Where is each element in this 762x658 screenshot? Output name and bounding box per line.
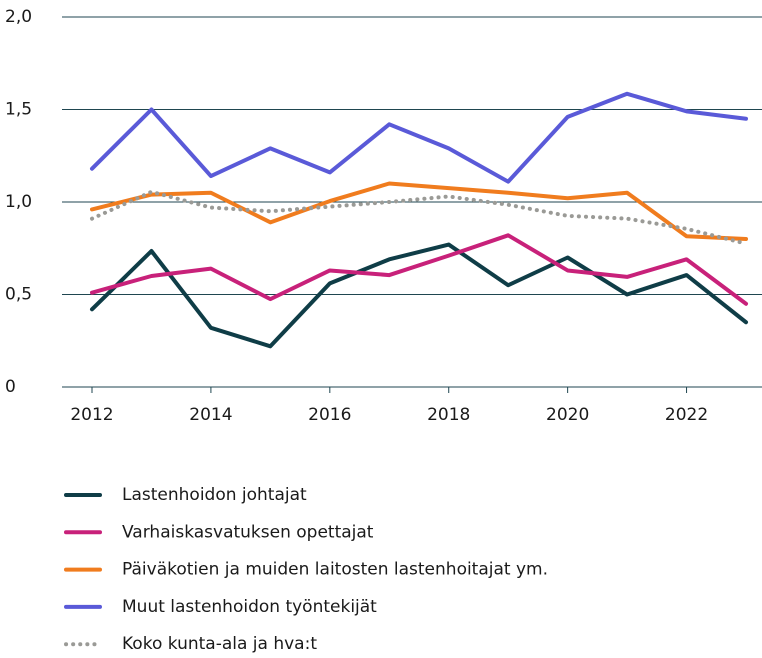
series-line	[90, 233, 748, 306]
legend-label: Varhaiskasvatuksen opettajat	[122, 522, 374, 542]
x-tick-label: 2012	[70, 405, 113, 425]
series-line	[90, 242, 748, 349]
series-line	[90, 91, 748, 184]
y-tick-label: 1,0	[5, 192, 32, 212]
series-line	[90, 181, 748, 241]
x-tick-label: 2016	[308, 405, 351, 425]
y-tick-label: 0,5	[5, 285, 32, 305]
x-tick-label: 2014	[189, 405, 232, 425]
series-line	[90, 189, 748, 246]
y-tick-label: 1,5	[5, 100, 32, 120]
x-tick-label: 2018	[427, 405, 470, 425]
legend-label: Koko kunta-ala ja hva:t	[122, 634, 317, 654]
x-tick-label: 2020	[546, 405, 589, 425]
y-tick-label: 2,0	[5, 7, 32, 27]
y-tick-label: 0	[5, 377, 16, 397]
legend-label: Muut lastenhoidon työntekijät	[122, 597, 377, 617]
legend-label: Lastenhoidon johtajat	[122, 485, 307, 505]
legend-label: Päiväkotien ja muiden laitosten lastenho…	[122, 560, 548, 580]
x-tick-label: 2022	[665, 405, 708, 425]
